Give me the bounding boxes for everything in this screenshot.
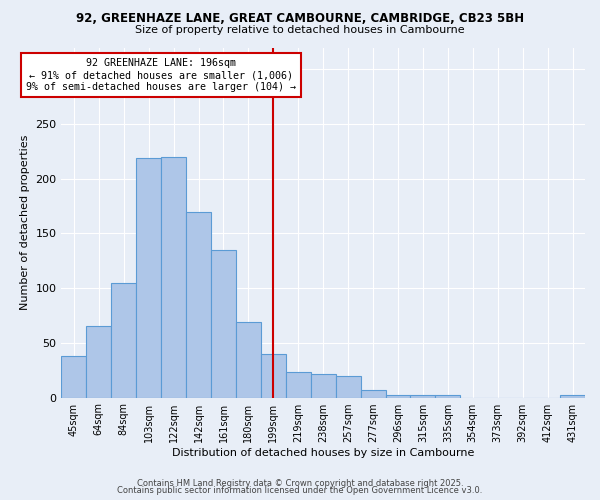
Bar <box>161 157 186 398</box>
Bar <box>186 212 211 398</box>
Bar <box>136 158 161 398</box>
X-axis label: Distribution of detached houses by size in Cambourne: Distribution of detached houses by size … <box>172 448 475 458</box>
Bar <box>436 396 460 398</box>
Bar <box>261 354 286 398</box>
Bar <box>386 396 410 398</box>
Text: 92 GREENHAZE LANE: 196sqm
← 91% of detached houses are smaller (1,006)
9% of sem: 92 GREENHAZE LANE: 196sqm ← 91% of detac… <box>26 58 296 92</box>
Bar <box>361 390 386 398</box>
Bar <box>61 356 86 398</box>
Bar <box>111 282 136 398</box>
Text: Contains HM Land Registry data © Crown copyright and database right 2025.: Contains HM Land Registry data © Crown c… <box>137 478 463 488</box>
Text: Size of property relative to detached houses in Cambourne: Size of property relative to detached ho… <box>135 25 465 35</box>
Bar <box>211 250 236 398</box>
Text: Contains public sector information licensed under the Open Government Licence v3: Contains public sector information licen… <box>118 486 482 495</box>
Bar <box>286 372 311 398</box>
Bar <box>236 322 261 398</box>
Y-axis label: Number of detached properties: Number of detached properties <box>20 135 30 310</box>
Bar <box>86 326 111 398</box>
Bar <box>560 396 585 398</box>
Bar <box>311 374 335 398</box>
Bar <box>410 396 436 398</box>
Bar <box>335 376 361 398</box>
Text: 92, GREENHAZE LANE, GREAT CAMBOURNE, CAMBRIDGE, CB23 5BH: 92, GREENHAZE LANE, GREAT CAMBOURNE, CAM… <box>76 12 524 26</box>
